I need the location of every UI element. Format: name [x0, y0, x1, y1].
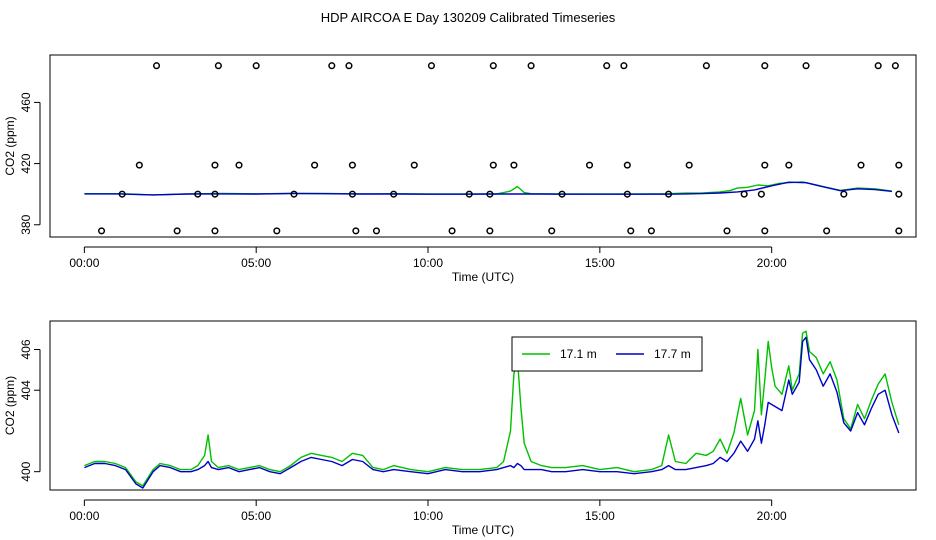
- calibration-point: [785, 161, 793, 169]
- y-axis-label: CO2 (ppm): [3, 116, 17, 175]
- x-axis-label: Time (UTC): [452, 270, 514, 284]
- calibration-point: [345, 62, 353, 70]
- x-tick-label: 10:00: [413, 256, 443, 270]
- y-tick-label: 460: [19, 92, 33, 112]
- calibration-point: [802, 62, 810, 70]
- x-tick-label: 05:00: [241, 509, 271, 523]
- calibration-point: [486, 227, 494, 235]
- legend-label: 17.1 m: [560, 347, 597, 361]
- bottom-panel: 00:00 05:00 10:00 15:00 20:00 Time (UTC) 400 40…: [3, 320, 917, 537]
- calibration-point: [118, 190, 126, 198]
- calibration-point: [252, 62, 260, 70]
- calibration-point: [761, 161, 769, 169]
- figure-title: HDP AIRCOA E Day 130209 Calibrated Times…: [321, 10, 616, 25]
- calibration-point: [273, 227, 281, 235]
- calibration-point: [895, 161, 903, 169]
- calibration-point: [348, 190, 356, 198]
- calibration-point: [448, 227, 456, 235]
- calibration-point: [328, 62, 336, 70]
- calibration-point: [857, 161, 865, 169]
- calibration-point: [152, 62, 161, 70]
- calibration-point: [895, 227, 903, 235]
- calibration-point: [702, 62, 710, 70]
- calibration-point: [627, 227, 635, 235]
- calibration-point: [623, 190, 631, 198]
- legend: 17.1 m 17.7 m: [511, 336, 703, 372]
- calibration-point: [348, 161, 356, 169]
- plot-frame: [49, 54, 917, 238]
- calibration-point: [891, 62, 899, 70]
- calibration-point: [620, 62, 628, 70]
- calibration-point: [194, 190, 202, 198]
- y-tick-label: 420: [19, 153, 33, 173]
- calibration-point: [290, 190, 298, 198]
- calibration-point: [740, 190, 748, 198]
- calibration-point: [235, 161, 243, 169]
- calibration-point: [548, 227, 556, 235]
- y-axis-label: CO2 (ppm): [3, 376, 17, 435]
- calibration-point: [390, 190, 398, 198]
- calibration-point: [211, 161, 219, 169]
- calibration-point: [135, 161, 143, 169]
- calibration-point: [723, 227, 731, 235]
- x-tick-label: 10:00: [413, 509, 443, 523]
- calibration-point: [874, 62, 882, 70]
- y-tick-label: 400: [19, 461, 33, 481]
- y-tick-label: 406: [19, 339, 33, 359]
- calibration-point: [214, 62, 222, 70]
- calibration-point: [603, 62, 611, 70]
- calibration-point: [761, 227, 769, 235]
- calibration-point: [352, 227, 360, 235]
- calibration-point: [173, 227, 181, 235]
- calibration-point: [489, 161, 497, 169]
- calibration-point: [895, 190, 903, 198]
- calibration-point: [823, 227, 831, 235]
- calibration-point: [585, 161, 594, 169]
- x-tick-label: 05:00: [241, 256, 271, 270]
- calibration-point: [840, 190, 848, 198]
- calibration-point: [761, 62, 769, 70]
- calibration-point: [311, 161, 319, 169]
- top-panel: 00:00 05:00 10:00 15:00 20:00 Time (UTC) 380 42…: [3, 54, 917, 284]
- x-tick-label: 20:00: [757, 256, 787, 270]
- calibration-point: [757, 190, 765, 198]
- series-line-17-7-m: [84, 336, 900, 489]
- calibration-point: [97, 227, 106, 235]
- calibration-point: [372, 227, 381, 235]
- y-tick-label: 404: [19, 380, 33, 400]
- x-tick-label: 20:00: [757, 509, 787, 523]
- y-tick-label: 380: [19, 214, 33, 234]
- calibration-point: [427, 62, 436, 70]
- calibration-point: [410, 161, 418, 169]
- x-tick-label: 00:00: [69, 509, 99, 523]
- calibration-point: [486, 190, 494, 198]
- legend-label: 17.7 m: [654, 347, 691, 361]
- plot-frame: [49, 320, 917, 491]
- x-tick-label: 15:00: [585, 509, 615, 523]
- calibration-point: [211, 190, 219, 198]
- calibration-point: [647, 227, 655, 235]
- calibration-point: [558, 190, 566, 198]
- calibration-point: [510, 161, 518, 169]
- calibration-point: [489, 62, 497, 70]
- x-tick-label: 00:00: [69, 256, 99, 270]
- calibration-point: [623, 161, 631, 169]
- calibration-point: [527, 62, 535, 70]
- calibration-point: [665, 190, 673, 198]
- x-axis-label: Time (UTC): [452, 523, 514, 537]
- calibration-point: [685, 161, 693, 169]
- x-tick-label: 15:00: [585, 256, 615, 270]
- calibration-point: [211, 227, 219, 235]
- calibration-point: [465, 190, 473, 198]
- series-line-17-7-m: [84, 181, 892, 196]
